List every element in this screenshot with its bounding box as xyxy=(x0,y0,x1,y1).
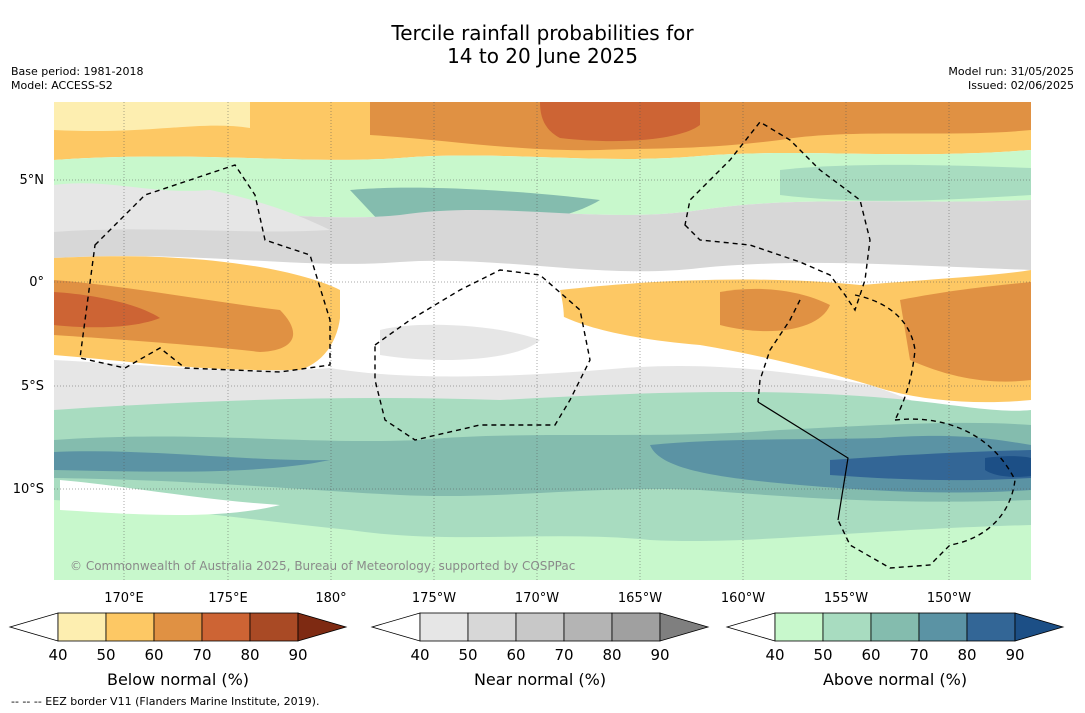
eez-footnote: -- -- -- EEZ border V11 (Flanders Marine… xyxy=(11,695,320,708)
model-run: Model run: 31/05/2025 xyxy=(948,65,1074,78)
meta-left: Base period: 1981-2018 Model: ACCESS-S2 xyxy=(11,65,143,93)
above-normal-region xyxy=(780,164,1031,201)
colorbar-tick-label: 60 xyxy=(144,646,163,664)
lon-label: 180° xyxy=(315,591,346,606)
colorbar-1: 40 50 60 70 80 90 Below normal (%) xyxy=(8,612,348,689)
colorbar-max-extend xyxy=(297,612,348,642)
above-normal-region xyxy=(54,150,1031,218)
lon-label: 175°E xyxy=(208,591,248,606)
near-normal-region xyxy=(380,324,540,360)
colorbar-tick-label: 50 xyxy=(813,646,832,664)
above-normal-region xyxy=(830,450,1031,481)
colorbar-segment xyxy=(201,612,251,642)
colorbar-tick-label: 70 xyxy=(909,646,928,664)
base-period: Base period: 1981-2018 xyxy=(11,65,144,78)
colorbar-tick-label: 90 xyxy=(650,646,669,664)
below-normal-region xyxy=(720,288,830,332)
colorbar-title: Above normal (%) xyxy=(823,670,967,689)
map-field: © Commonwealth of Australia 2025, Bureau… xyxy=(54,102,1031,580)
colorbar-tick-label: 60 xyxy=(506,646,525,664)
lon-labels: 170°E 175°E 180° 175°W 170°W 165°W 160°W… xyxy=(104,591,971,606)
colorbar-tick-label: 70 xyxy=(192,646,211,664)
colorbar-tick-label: 80 xyxy=(240,646,259,664)
colorbar-segment xyxy=(774,612,824,642)
boundary-line xyxy=(757,401,849,521)
lon-label: 170°E xyxy=(104,591,144,606)
meta-right: Model run: 31/05/2025 Issued: 02/06/2025 xyxy=(948,65,1074,93)
colorbar-tick-label: 50 xyxy=(458,646,477,664)
colorbar-segment xyxy=(105,612,155,642)
lon-label: 165°W xyxy=(618,591,662,606)
issued-date: Issued: 02/06/2025 xyxy=(967,79,1074,92)
lon-label: 175°W xyxy=(412,591,456,606)
lon-label: 150°W xyxy=(927,591,971,606)
above-normal-region xyxy=(985,456,1031,477)
lat-label: 0° xyxy=(29,275,44,290)
lat-label: 10°S xyxy=(13,482,44,497)
colorbar-segment xyxy=(822,612,872,642)
colorbar-segment xyxy=(249,612,299,642)
colorbar-segment xyxy=(153,612,203,642)
colorbar-segment xyxy=(966,612,1016,642)
colorbar-title: Below normal (%) xyxy=(107,670,249,689)
colorbar-segment xyxy=(419,612,469,642)
colorbar-title: Near normal (%) xyxy=(474,670,606,689)
colorbar-min-extend xyxy=(370,612,421,642)
colorbar-min-extend xyxy=(8,612,59,642)
lat-label: 5°N xyxy=(20,173,45,188)
colorbar-tick-label: 40 xyxy=(48,646,67,664)
graticule xyxy=(54,102,1031,580)
title-line-2: 14 to 20 June 2025 xyxy=(447,44,638,68)
colorbar-tick-label: 90 xyxy=(1005,646,1024,664)
colorbar-max-extend xyxy=(659,612,710,642)
copyright-text: © Commonwealth of Australia 2025, Bureau… xyxy=(70,559,575,573)
colorbar-tick-label: 40 xyxy=(410,646,429,664)
map-title: Tercile rainfall probabilities for 14 to… xyxy=(0,22,1085,68)
lon-label: 155°W xyxy=(824,591,868,606)
colorbar-tick-label: 60 xyxy=(861,646,880,664)
colorbar-tick-label: 80 xyxy=(957,646,976,664)
colorbar-segment xyxy=(515,612,565,642)
lat-labels: 5°N 0° 5°S 10°S xyxy=(13,173,44,497)
colorbar-segment xyxy=(563,612,613,642)
below-normal-region xyxy=(540,102,700,142)
above-normal-region xyxy=(54,451,330,472)
colorbar-tick-label: 50 xyxy=(96,646,115,664)
above-normal-region xyxy=(54,500,1031,580)
colorbar-max-extend xyxy=(1014,612,1065,642)
colorbar-segment xyxy=(870,612,920,642)
colorbar-segment xyxy=(611,612,661,642)
below-normal-region xyxy=(900,282,1031,382)
title-line-1: Tercile rainfall probabilities for xyxy=(391,21,694,45)
colorbars: 40 50 60 70 80 90 Below normal (%) 40 50 60 70 80 90… xyxy=(8,612,1065,689)
colorbar-tick-label: 90 xyxy=(288,646,307,664)
lat-label: 5°S xyxy=(21,379,44,394)
colorbar-segment xyxy=(918,612,968,642)
colorbar-min-extend xyxy=(725,612,776,642)
colorbar-2: 40 50 60 70 80 90 Near normal (%) xyxy=(370,612,710,689)
colorbar-3: 40 50 60 70 80 90 Above normal (%) xyxy=(725,612,1065,689)
eez-borders xyxy=(79,121,1016,569)
lon-label: 160°W xyxy=(721,591,765,606)
model-name: Model: ACCESS-S2 xyxy=(11,79,113,92)
below-normal-region xyxy=(54,102,250,132)
lon-label: 170°W xyxy=(515,591,559,606)
below-normal-region xyxy=(54,292,160,328)
below-normal-region xyxy=(54,280,294,352)
below-normal-region xyxy=(370,102,1031,151)
colorbar-tick-label: 70 xyxy=(554,646,573,664)
colorbar-tick-label: 80 xyxy=(602,646,621,664)
colorbar-segment xyxy=(467,612,517,642)
colorbar-segment xyxy=(57,612,107,642)
colorbar-tick-label: 40 xyxy=(765,646,784,664)
